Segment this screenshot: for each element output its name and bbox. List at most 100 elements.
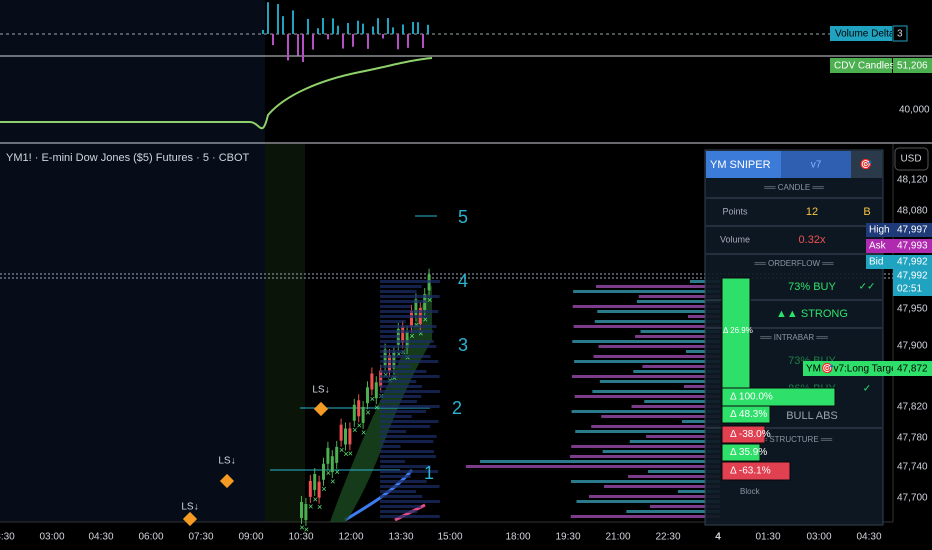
panel-version-bg [781, 151, 851, 178]
candle [330, 456, 334, 473]
x-marker: × [361, 427, 366, 437]
volume-bar [347, 22, 349, 34]
profile-bar [380, 390, 440, 393]
long-target-label: YM🎯v7:Long Target [806, 363, 900, 375]
profile-bar [380, 375, 440, 378]
quote-price: 47,997 [897, 225, 928, 236]
profile-bar [640, 330, 720, 333]
volume-bar [292, 10, 294, 34]
profile-bar [571, 410, 720, 413]
profile-bar [642, 365, 720, 368]
volume-bar [417, 22, 419, 34]
quote-price: 47,992 [897, 257, 928, 268]
candle [317, 481, 321, 498]
delta-box [721, 405, 771, 424]
delta-label: Δ -38.0% [730, 429, 771, 440]
profile-bar [380, 420, 439, 423]
volume-bar [302, 34, 304, 63]
profile-bar [636, 300, 720, 303]
candle [300, 502, 303, 518]
profile-bar [380, 455, 437, 458]
time-label: 18:00 [505, 532, 530, 543]
volume-bar [392, 27, 394, 34]
volume-bar [287, 34, 289, 61]
volume-bar [307, 18, 309, 34]
delta-label: Δ 35.9% [730, 447, 767, 458]
volume-bar [337, 25, 339, 34]
profile-bar [644, 400, 720, 403]
check: ✓✓ [859, 282, 876, 293]
volume-bar [397, 34, 399, 50]
profile-bar [635, 335, 720, 338]
time-label: 21:00 [605, 532, 630, 543]
strength: ▲▲ STRONG [776, 308, 848, 320]
price-label: 47,900 [897, 341, 928, 352]
candle [322, 463, 325, 480]
candle [304, 503, 308, 520]
volume-bar [362, 23, 364, 34]
label-box [830, 26, 892, 41]
x-marker: × [343, 449, 348, 459]
price-box [893, 269, 932, 296]
x-marker: × [409, 331, 414, 341]
profile-bar [380, 310, 439, 313]
delta-box [721, 425, 766, 444]
profile-bar [574, 360, 720, 363]
profile-bar [573, 290, 720, 293]
profile-bar [380, 425, 430, 428]
candle [339, 424, 343, 441]
currency[interactable]: USD [900, 154, 921, 165]
profile-bar [576, 500, 720, 503]
delta-label: Δ -63.1% [730, 466, 771, 477]
profile-bar [646, 435, 720, 438]
profile-bar [380, 505, 422, 508]
x-marker: × [339, 445, 344, 455]
volume-bar [352, 34, 354, 47]
volume-bar [387, 18, 389, 34]
profile-bar [380, 355, 431, 358]
signal-label: LS↓ [312, 385, 329, 396]
profile-bar [380, 465, 431, 468]
panel-version: v7 [811, 160, 822, 171]
price-label: 47,700 [897, 493, 928, 504]
volume-bar [342, 34, 344, 49]
profile-bar [380, 320, 406, 323]
quote-tag: High [869, 225, 890, 236]
signal-label: LS↓ [218, 456, 235, 467]
time-label: 19:30 [555, 532, 580, 543]
x-marker: × [352, 425, 357, 435]
long-target-box [803, 361, 893, 376]
profile-bar [649, 505, 720, 508]
quote-tag: Bid [869, 257, 883, 268]
delta-box [721, 443, 761, 462]
profile-bar [570, 515, 720, 518]
delta-label: Δ 48.3% [730, 409, 767, 420]
delta-label: Δ 26.9% [723, 326, 753, 335]
long-target-price-box [893, 361, 932, 376]
x-marker: × [357, 421, 362, 431]
profile-bar [570, 480, 720, 483]
volume-bar [402, 24, 404, 34]
profile-bar [571, 375, 720, 378]
profile-bar [571, 445, 720, 448]
profile-bar [380, 400, 417, 403]
currency-button[interactable] [894, 147, 929, 171]
profile-bar [572, 340, 720, 343]
profile-bar [380, 490, 416, 493]
price-label: 48,120 [897, 175, 928, 186]
profile-bar [380, 415, 412, 418]
delta-box [721, 461, 791, 481]
long-target-price: 47,872 [897, 364, 928, 375]
profile-bar [380, 450, 434, 453]
candle [370, 373, 374, 390]
section-heading: ══ ORDERFLOW ══ [753, 259, 833, 268]
signal-label: LS↓ [181, 502, 198, 513]
profile-bar [380, 345, 437, 348]
points-flag: B [863, 206, 870, 218]
candle [352, 404, 356, 421]
decorations: ×××××××××××××××××××××××××××××× [262, 2, 720, 534]
time-label: 01:30 [755, 532, 780, 543]
pane-label: CDV Candles [834, 61, 895, 72]
volume-bar [267, 2, 269, 35]
